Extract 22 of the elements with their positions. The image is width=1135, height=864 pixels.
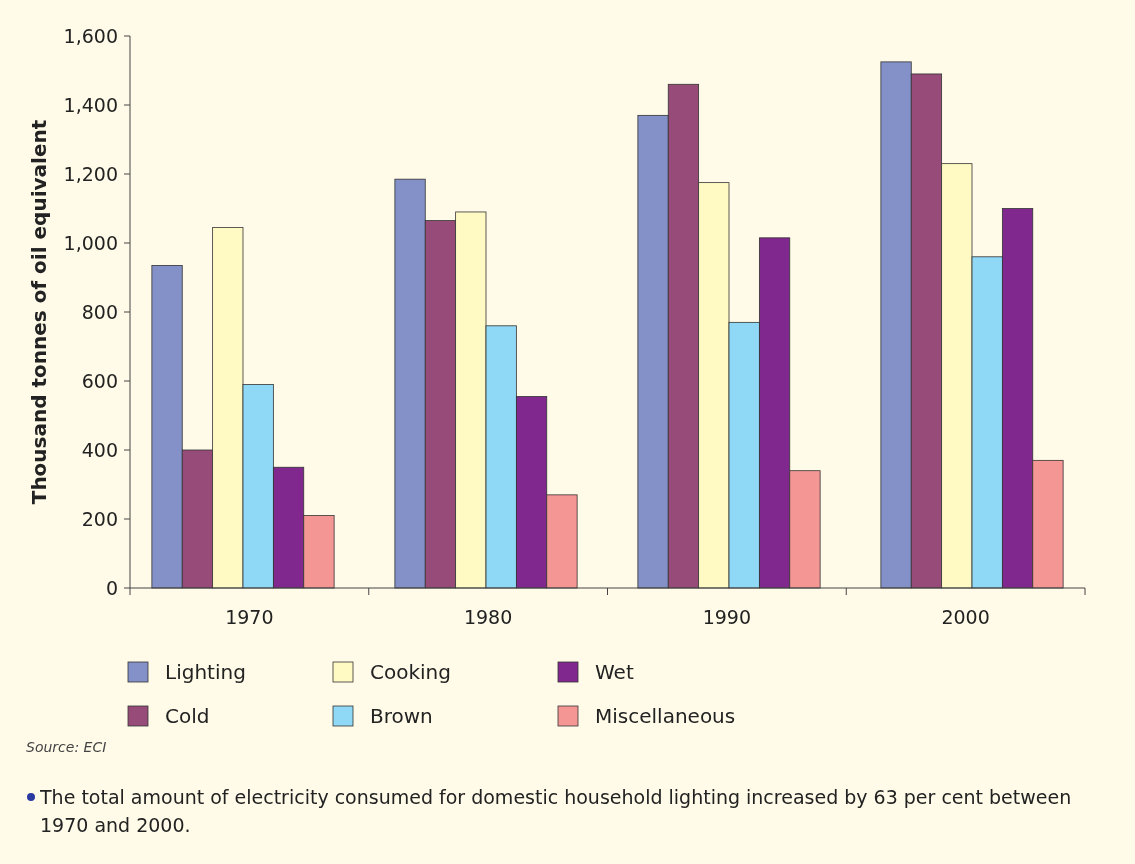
legend-label: Wet [595, 660, 634, 684]
y-tick-label: 600 [81, 370, 118, 392]
x-tick-label: 1980 [463, 606, 513, 628]
legend-label: Cold [165, 704, 210, 728]
y-axis-title: Thousand tonnes of oil equivalent [27, 119, 51, 505]
y-tick-label: 200 [81, 508, 118, 530]
legend-label: Cooking [370, 660, 451, 684]
legend-label: Miscellaneous [595, 704, 736, 728]
y-tick-label: 800 [81, 301, 118, 323]
y-tick-label: 0 [105, 577, 118, 599]
legend-label: Lighting [165, 660, 246, 684]
text: The total amount of electricity consumed for domestic household lighting increased by 63 per cent between 1970 and 2000. [40, 785, 1073, 838]
y-tick-label: 1,200 [63, 163, 118, 185]
x-tick-label: 1990 [702, 606, 752, 628]
y-tick-label: 1,400 [63, 94, 118, 116]
y-tick-label: 1,600 [63, 25, 118, 47]
y-tick-label: 1,000 [63, 232, 118, 254]
y-tick-label: 400 [81, 439, 118, 461]
source-note: Source: ECI [26, 739, 107, 755]
legend-label: Brown [370, 704, 433, 728]
x-tick-label: 1970 [225, 606, 274, 628]
x-tick-label: 2000 [941, 606, 990, 628]
